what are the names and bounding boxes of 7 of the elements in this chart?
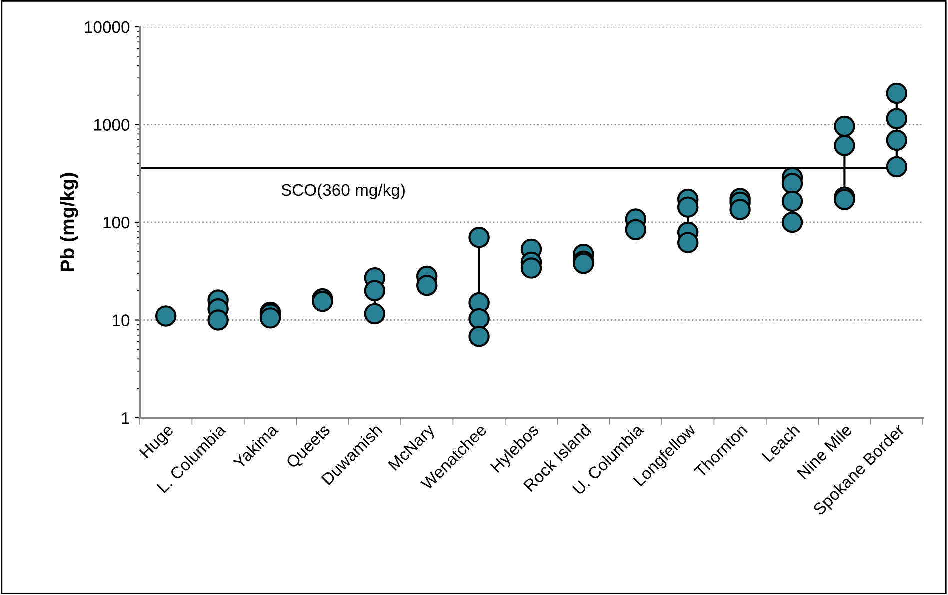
y-axis-title: Pb (mg/kg) bbox=[60, 173, 78, 272]
y-tick-label: 10 bbox=[113, 314, 130, 326]
y-tick-label: 10000 bbox=[85, 21, 130, 34]
y-tick-label: 100 bbox=[104, 216, 130, 229]
y-tick-label: 1000 bbox=[94, 119, 130, 131]
ref-line-label: SCO(360 mg/kg) bbox=[282, 184, 405, 200]
y-tick-label: 1 bbox=[122, 412, 130, 424]
